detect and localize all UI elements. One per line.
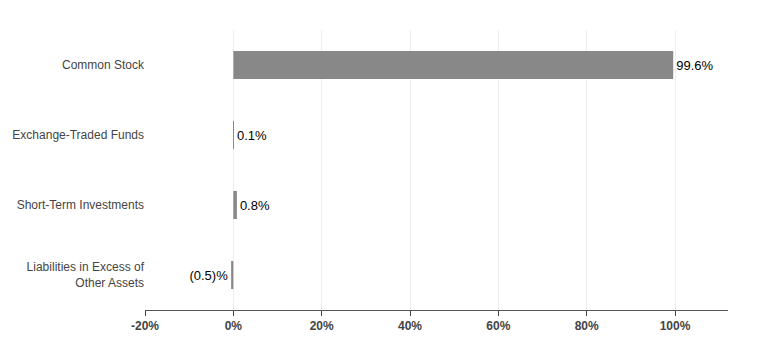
svg-text:Liabilities in Excess ofOther: Liabilities in Excess ofOther Assets [27,260,145,290]
svg-text:99.6%: 99.6% [676,58,713,73]
svg-text:0.1%: 0.1% [237,128,267,143]
svg-text:Short-Term Investments: Short-Term Investments [17,198,144,212]
svg-text:100%: 100% [660,319,691,333]
svg-text:Exchange-Traded Funds: Exchange-Traded Funds [12,128,144,142]
svg-text:40%: 40% [398,319,422,333]
svg-text:Common Stock: Common Stock [62,58,145,72]
svg-text:0.8%: 0.8% [240,198,270,213]
svg-text:80%: 80% [575,319,599,333]
svg-text:0%: 0% [225,319,243,333]
svg-text:60%: 60% [486,319,510,333]
svg-text:(0.5)%: (0.5)% [189,268,228,283]
svg-text:20%: 20% [310,319,334,333]
svg-text:-20%: -20% [131,319,159,333]
